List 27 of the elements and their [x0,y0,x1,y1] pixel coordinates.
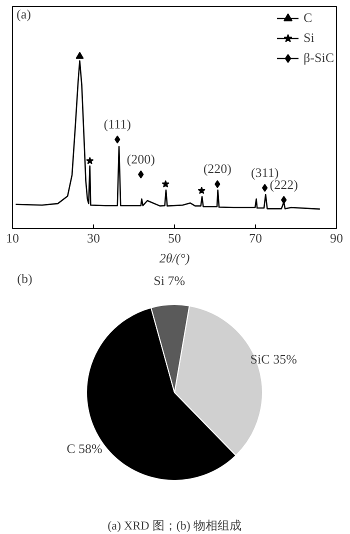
point [86,156,94,164]
point [281,196,287,204]
point [162,180,170,188]
point [198,186,206,194]
x-tick-label: 10 [6,230,19,246]
x-tick-label: 70 [249,230,262,246]
annotation: (111) [104,116,131,132]
legend-label: Si [304,30,316,46]
slice-label: Si 7% [154,273,186,288]
annotation: (200) [126,151,155,166]
text: (a) [16,6,31,22]
x-tick-label: 90 [330,230,343,246]
legend-label: C [304,10,314,26]
x-tick-label: 30 [87,230,100,246]
point [114,136,120,144]
text: (b) [17,271,32,286]
slice-label: SiC 35% [250,352,298,367]
x-axis-title: 2θ/(°) [159,250,190,266]
point [262,184,268,192]
point [138,170,144,178]
point [214,180,220,188]
slice-label: C 58% [66,440,103,456]
point [76,52,84,59]
legend-label: β-SiC [304,50,334,66]
text: (a) XRD 图；(b) 物相组成 [108,518,242,532]
x-tick-label: 50 [168,230,181,246]
annotation: (220) [203,161,232,176]
